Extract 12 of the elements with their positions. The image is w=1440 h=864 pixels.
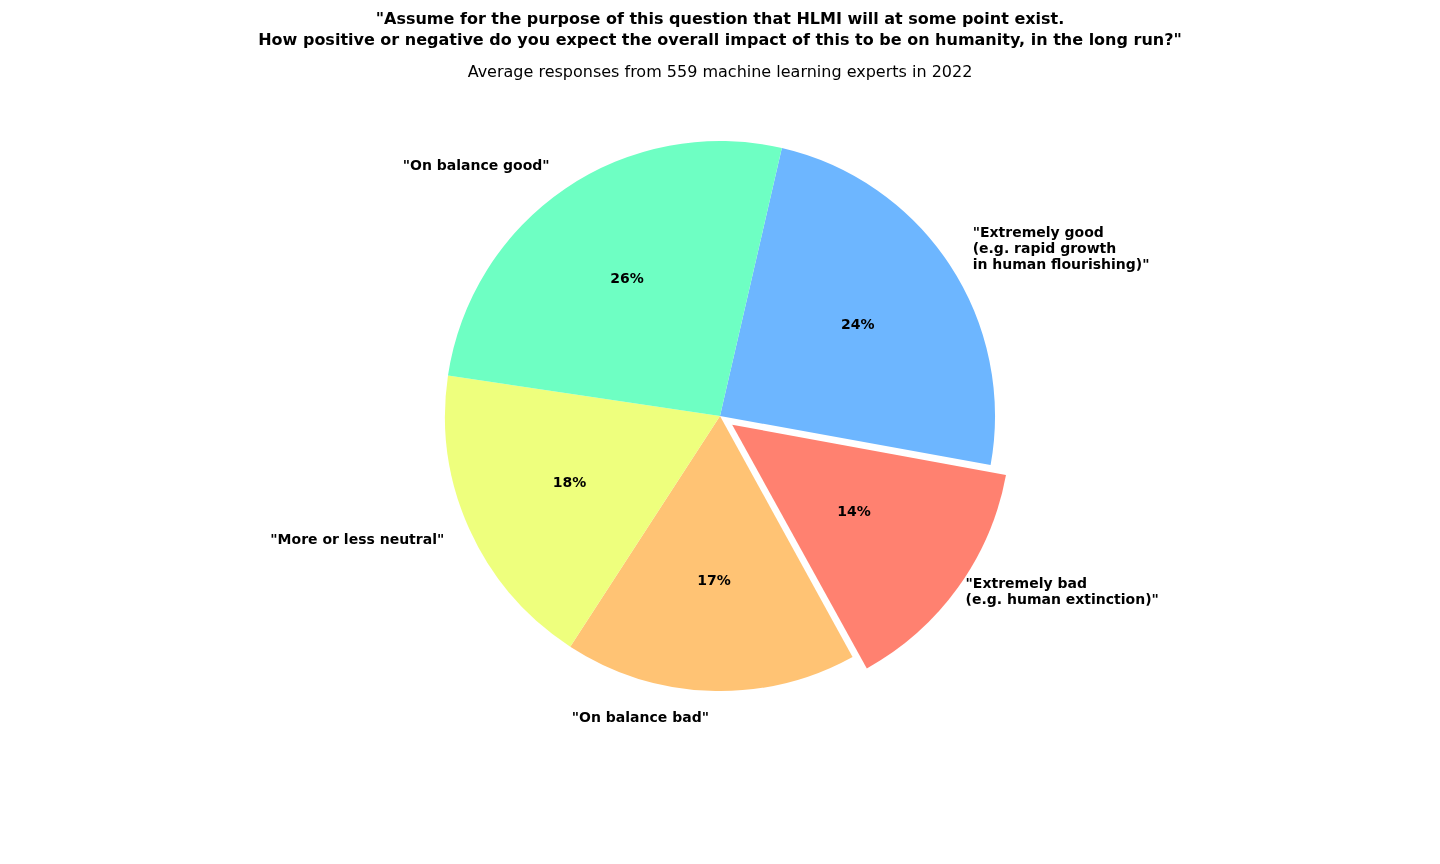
chart-subtitle: Average responses from 559 machine learning experts in 2022 (466, 62, 974, 81)
data-label: 14% (837, 502, 871, 519)
slice-label: "Extremely good (e.g. rapid growth in human flourishing)" (972, 224, 1150, 273)
slice-label: "More or less neutral" (270, 530, 445, 547)
slice-label: "On balance good" (402, 156, 550, 173)
slice-label: "On balance bad" (571, 708, 709, 725)
chart-title: "Assume for the purpose of this question that HLMI will at some point exist. How positive or negative do you expect the overall impact of this to be on humanity, in the long run?" (257, 8, 1183, 50)
data-label: 18% (552, 474, 587, 491)
data-label: 17% (697, 571, 731, 588)
slice-label: "Extremely bad (e.g. human extinction)" (965, 575, 1159, 608)
data-label: 26% (610, 270, 644, 287)
data-label: 24% (841, 315, 875, 332)
